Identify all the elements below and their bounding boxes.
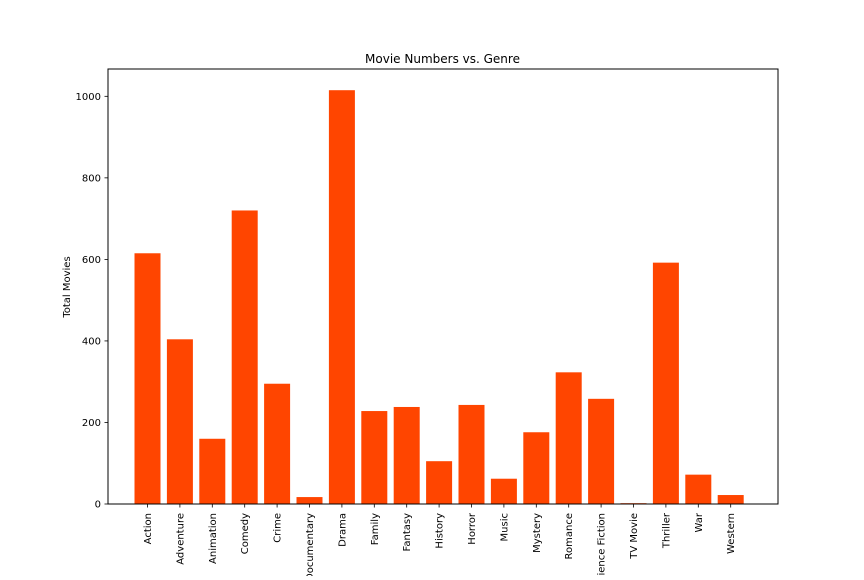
x-tick-label: War	[694, 512, 705, 532]
x-tick-label: Horror	[467, 512, 478, 545]
y-axis-label: Total Movies	[62, 256, 73, 318]
x-tick-label: Romance	[564, 513, 575, 559]
x-tick-label: Thriller	[661, 512, 672, 549]
bar-family	[361, 411, 388, 504]
bars-layer	[134, 90, 744, 504]
x-tick-label: Animation	[208, 513, 219, 564]
x-tick-label: History	[435, 513, 446, 549]
x-tick-label: Fantasy	[402, 513, 413, 552]
bar-animation	[199, 438, 226, 504]
y-tick-label: 600	[82, 255, 101, 266]
x-tick-label: Adventure	[175, 513, 186, 565]
bar-crime	[264, 383, 291, 504]
bar-mystery	[523, 432, 550, 504]
bar-comedy	[231, 210, 258, 504]
y-tick-label: 400	[82, 336, 101, 347]
x-tick-label: Documentary	[305, 513, 316, 576]
bar-documentary	[296, 497, 323, 504]
bar-fantasy	[393, 406, 420, 504]
y-tick-label: 0	[95, 500, 101, 511]
bar-science-fiction	[588, 398, 615, 504]
x-tick-label: Family	[370, 513, 381, 545]
plot-frame	[107, 68, 779, 505]
bar-action	[134, 253, 161, 504]
bar-war	[685, 474, 712, 504]
bar-romance	[555, 372, 582, 504]
x-tick-label: Music	[499, 513, 510, 541]
bar-drama	[328, 90, 355, 504]
bar-adventure	[166, 339, 193, 504]
x-tick-label: Crime	[273, 513, 284, 543]
chart-title: Movie Numbers vs. Genre	[365, 52, 520, 66]
x-tick-label: Mystery	[532, 513, 543, 553]
bar-western	[717, 495, 744, 504]
x-tick-label: TV Movie	[629, 513, 640, 560]
bar-music	[490, 478, 517, 504]
y-tick-label: 200	[82, 418, 101, 429]
x-tick-label: Action	[143, 513, 154, 544]
bar-history	[426, 461, 453, 504]
y-tick-label: 1000	[76, 92, 101, 103]
y-tick-label: 800	[82, 173, 101, 184]
bar-horror	[458, 404, 485, 504]
x-tick-label: Comedy	[240, 513, 251, 554]
x-tick-label: Western	[726, 513, 737, 554]
bar-thriller	[652, 262, 679, 504]
x-tick-label: Science Fiction	[597, 513, 608, 576]
ticks-layer: Action Adventure Animation Comedy Crime Docum…	[76, 92, 738, 580]
x-tick-label: Drama	[337, 513, 348, 547]
